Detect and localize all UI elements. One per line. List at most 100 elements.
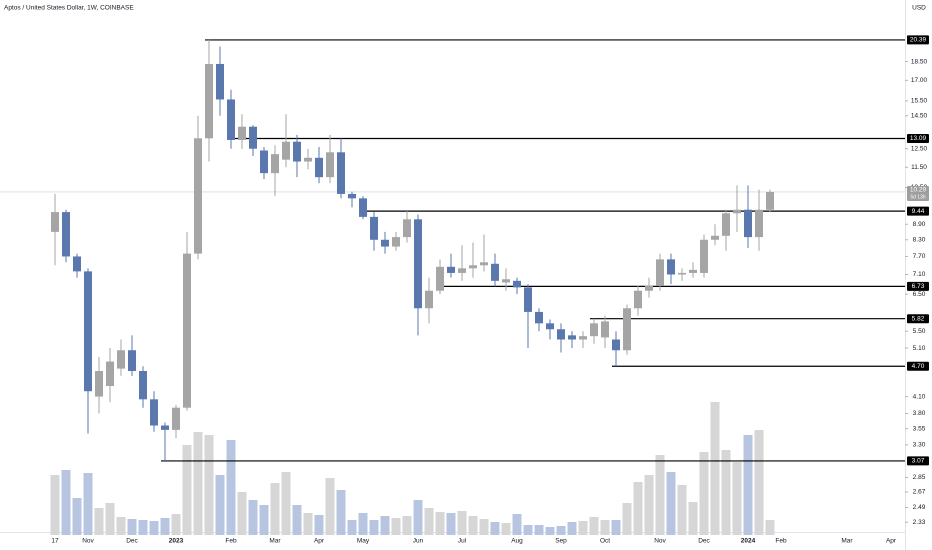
x-tick-label: 2023 bbox=[169, 538, 184, 545]
candle-body bbox=[205, 63, 213, 139]
candle-body bbox=[282, 141, 290, 160]
volume-bar bbox=[556, 526, 566, 535]
volume-bar bbox=[270, 483, 280, 535]
x-tick-label: Dec bbox=[698, 538, 710, 545]
volume-bar bbox=[193, 432, 203, 535]
volume-bar bbox=[116, 517, 126, 535]
candle-body bbox=[502, 279, 510, 283]
level-label-box bbox=[907, 133, 929, 143]
last-price-box bbox=[907, 185, 929, 201]
volume-bar bbox=[523, 525, 533, 535]
candle-body bbox=[326, 152, 334, 178]
volume-bar bbox=[457, 511, 467, 535]
volume-bar bbox=[435, 512, 445, 535]
candle-body bbox=[689, 269, 697, 273]
candle-body bbox=[381, 239, 389, 247]
volume-bar bbox=[105, 503, 115, 535]
volume-bar bbox=[721, 450, 731, 535]
chart-title: Aptos / United States Dollar, 1W, COINBA… bbox=[4, 5, 134, 12]
volume-bar bbox=[633, 482, 643, 535]
y-tick-label: 7.70 bbox=[913, 253, 926, 260]
y-tick-label: 6.50 bbox=[913, 291, 926, 298]
candle-body bbox=[249, 126, 257, 149]
volume-bar bbox=[391, 518, 401, 535]
volume-bar bbox=[171, 514, 181, 535]
volume-bar bbox=[545, 527, 555, 535]
level-label: 9.44 bbox=[912, 208, 925, 215]
level-label-box bbox=[907, 281, 929, 291]
candle-body bbox=[667, 259, 675, 275]
x-tick-label: Mar bbox=[269, 538, 281, 545]
volume-bar bbox=[765, 520, 775, 535]
level-label: 4.70 bbox=[912, 363, 925, 370]
x-tick-label: Feb bbox=[225, 538, 237, 545]
volume-bar bbox=[611, 520, 621, 535]
candle-body bbox=[755, 209, 763, 238]
candle-body bbox=[260, 150, 268, 174]
volume-bar bbox=[479, 519, 489, 535]
volume-bar bbox=[72, 498, 82, 535]
candle-body bbox=[524, 287, 532, 312]
y-tick-label: 17.00 bbox=[911, 77, 928, 84]
volume-bar bbox=[61, 470, 71, 535]
candle-body bbox=[227, 99, 235, 141]
y-tick-label: 2.67 bbox=[913, 489, 926, 496]
candle-body bbox=[744, 209, 752, 238]
candle-body bbox=[436, 266, 444, 291]
candle-body bbox=[95, 371, 103, 397]
y-tick-label: 12.50 bbox=[911, 145, 928, 152]
candle-body bbox=[447, 266, 455, 273]
candle-body bbox=[106, 361, 114, 386]
candle-body bbox=[128, 350, 136, 372]
candle-body bbox=[546, 323, 554, 330]
volume-bar bbox=[215, 475, 225, 535]
candle-body bbox=[612, 339, 620, 351]
candle-body bbox=[194, 138, 202, 254]
candle-body bbox=[337, 152, 345, 194]
candle-body bbox=[557, 329, 565, 340]
y-tick-label: 3.30 bbox=[913, 442, 926, 449]
volume-bar bbox=[358, 513, 368, 535]
candle-body bbox=[370, 216, 378, 240]
candle-body bbox=[84, 271, 92, 392]
y-tick-label: 2.33 bbox=[913, 519, 926, 526]
x-tick-label: Feb bbox=[775, 538, 787, 545]
candle-body bbox=[73, 256, 81, 272]
volume-bar bbox=[589, 517, 599, 535]
level-label-box bbox=[907, 456, 929, 466]
candle-body bbox=[293, 141, 301, 162]
candle-body bbox=[645, 285, 653, 291]
y-tick-label: 3.55 bbox=[913, 425, 926, 432]
y-tick-label: 11.50 bbox=[911, 164, 927, 171]
volume-bar bbox=[644, 475, 654, 535]
candle-body bbox=[403, 219, 411, 238]
y-tick-label: 3.80 bbox=[913, 410, 926, 417]
volume-bar bbox=[248, 500, 258, 535]
level-label: 3.07 bbox=[912, 458, 925, 465]
volume-bar bbox=[743, 435, 753, 535]
volume-bar bbox=[380, 516, 390, 535]
x-tick-label: Sep bbox=[555, 538, 567, 545]
x-tick-label: May bbox=[357, 538, 370, 545]
volume-bar bbox=[50, 475, 60, 535]
volume-bar bbox=[281, 472, 291, 535]
volume-bar bbox=[677, 485, 687, 535]
y-tick-label: 4.10 bbox=[913, 393, 926, 400]
volume-bar bbox=[336, 490, 346, 535]
candle-body bbox=[590, 323, 598, 337]
volume-bar bbox=[325, 478, 335, 535]
y-tick-label: 5.10 bbox=[913, 345, 926, 352]
candle-body bbox=[733, 209, 741, 214]
volume-bar bbox=[83, 473, 93, 535]
volume-bar bbox=[237, 492, 247, 535]
volume-bar bbox=[226, 440, 236, 535]
candle-body bbox=[535, 311, 543, 324]
candle-body bbox=[700, 239, 708, 273]
volume-bar bbox=[710, 402, 720, 535]
candle-body bbox=[414, 219, 422, 309]
candle-body bbox=[161, 425, 169, 430]
volume-bar bbox=[413, 500, 423, 535]
candle-body bbox=[469, 265, 477, 269]
level-label: 13.09 bbox=[910, 135, 927, 142]
y-tick-label: 5.50 bbox=[913, 328, 926, 335]
